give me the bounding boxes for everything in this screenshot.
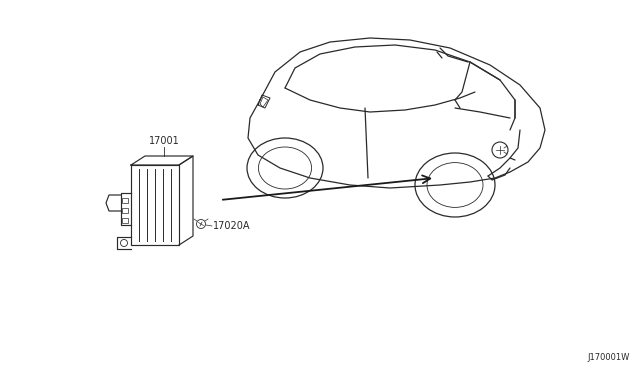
Bar [122, 198, 128, 203]
Bar [122, 208, 128, 213]
Text: J170001W: J170001W [588, 353, 630, 362]
Bar [122, 218, 128, 223]
Text: 17001: 17001 [148, 136, 179, 146]
Text: 17020A: 17020A [213, 221, 250, 231]
